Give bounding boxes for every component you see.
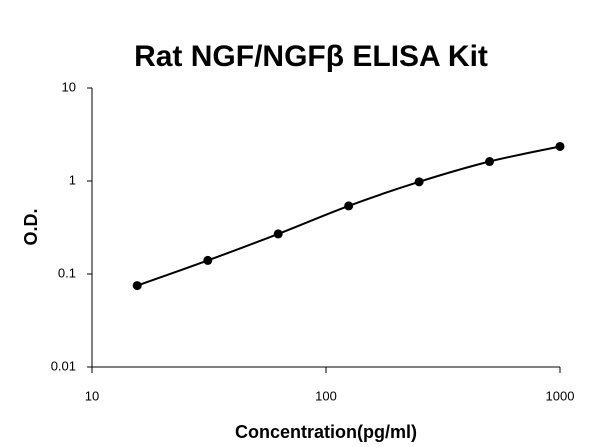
fit-curve (136, 145, 561, 287)
y-tick-label: 0.1 (58, 265, 76, 280)
chart-title: Rat NGF/NGFβ ELISA Kit (134, 40, 488, 73)
data-point (273, 229, 283, 239)
data-point (203, 255, 213, 265)
y-tick-label: 0.01 (51, 358, 76, 373)
y-tick-label: 1 (69, 172, 76, 187)
y-axis-title: O.D. (21, 208, 41, 245)
x-axis-title: Concentration(pg/ml) (235, 422, 417, 442)
data-point (414, 177, 424, 187)
data-point (485, 157, 495, 167)
data-point (132, 281, 142, 291)
y-tick-label: 10 (62, 79, 76, 94)
x-tick-label: 10 (85, 388, 99, 403)
data-point (555, 141, 565, 151)
x-tick-label: 1000 (546, 388, 575, 403)
data-point (344, 201, 354, 211)
x-tick-label: 100 (315, 388, 337, 403)
